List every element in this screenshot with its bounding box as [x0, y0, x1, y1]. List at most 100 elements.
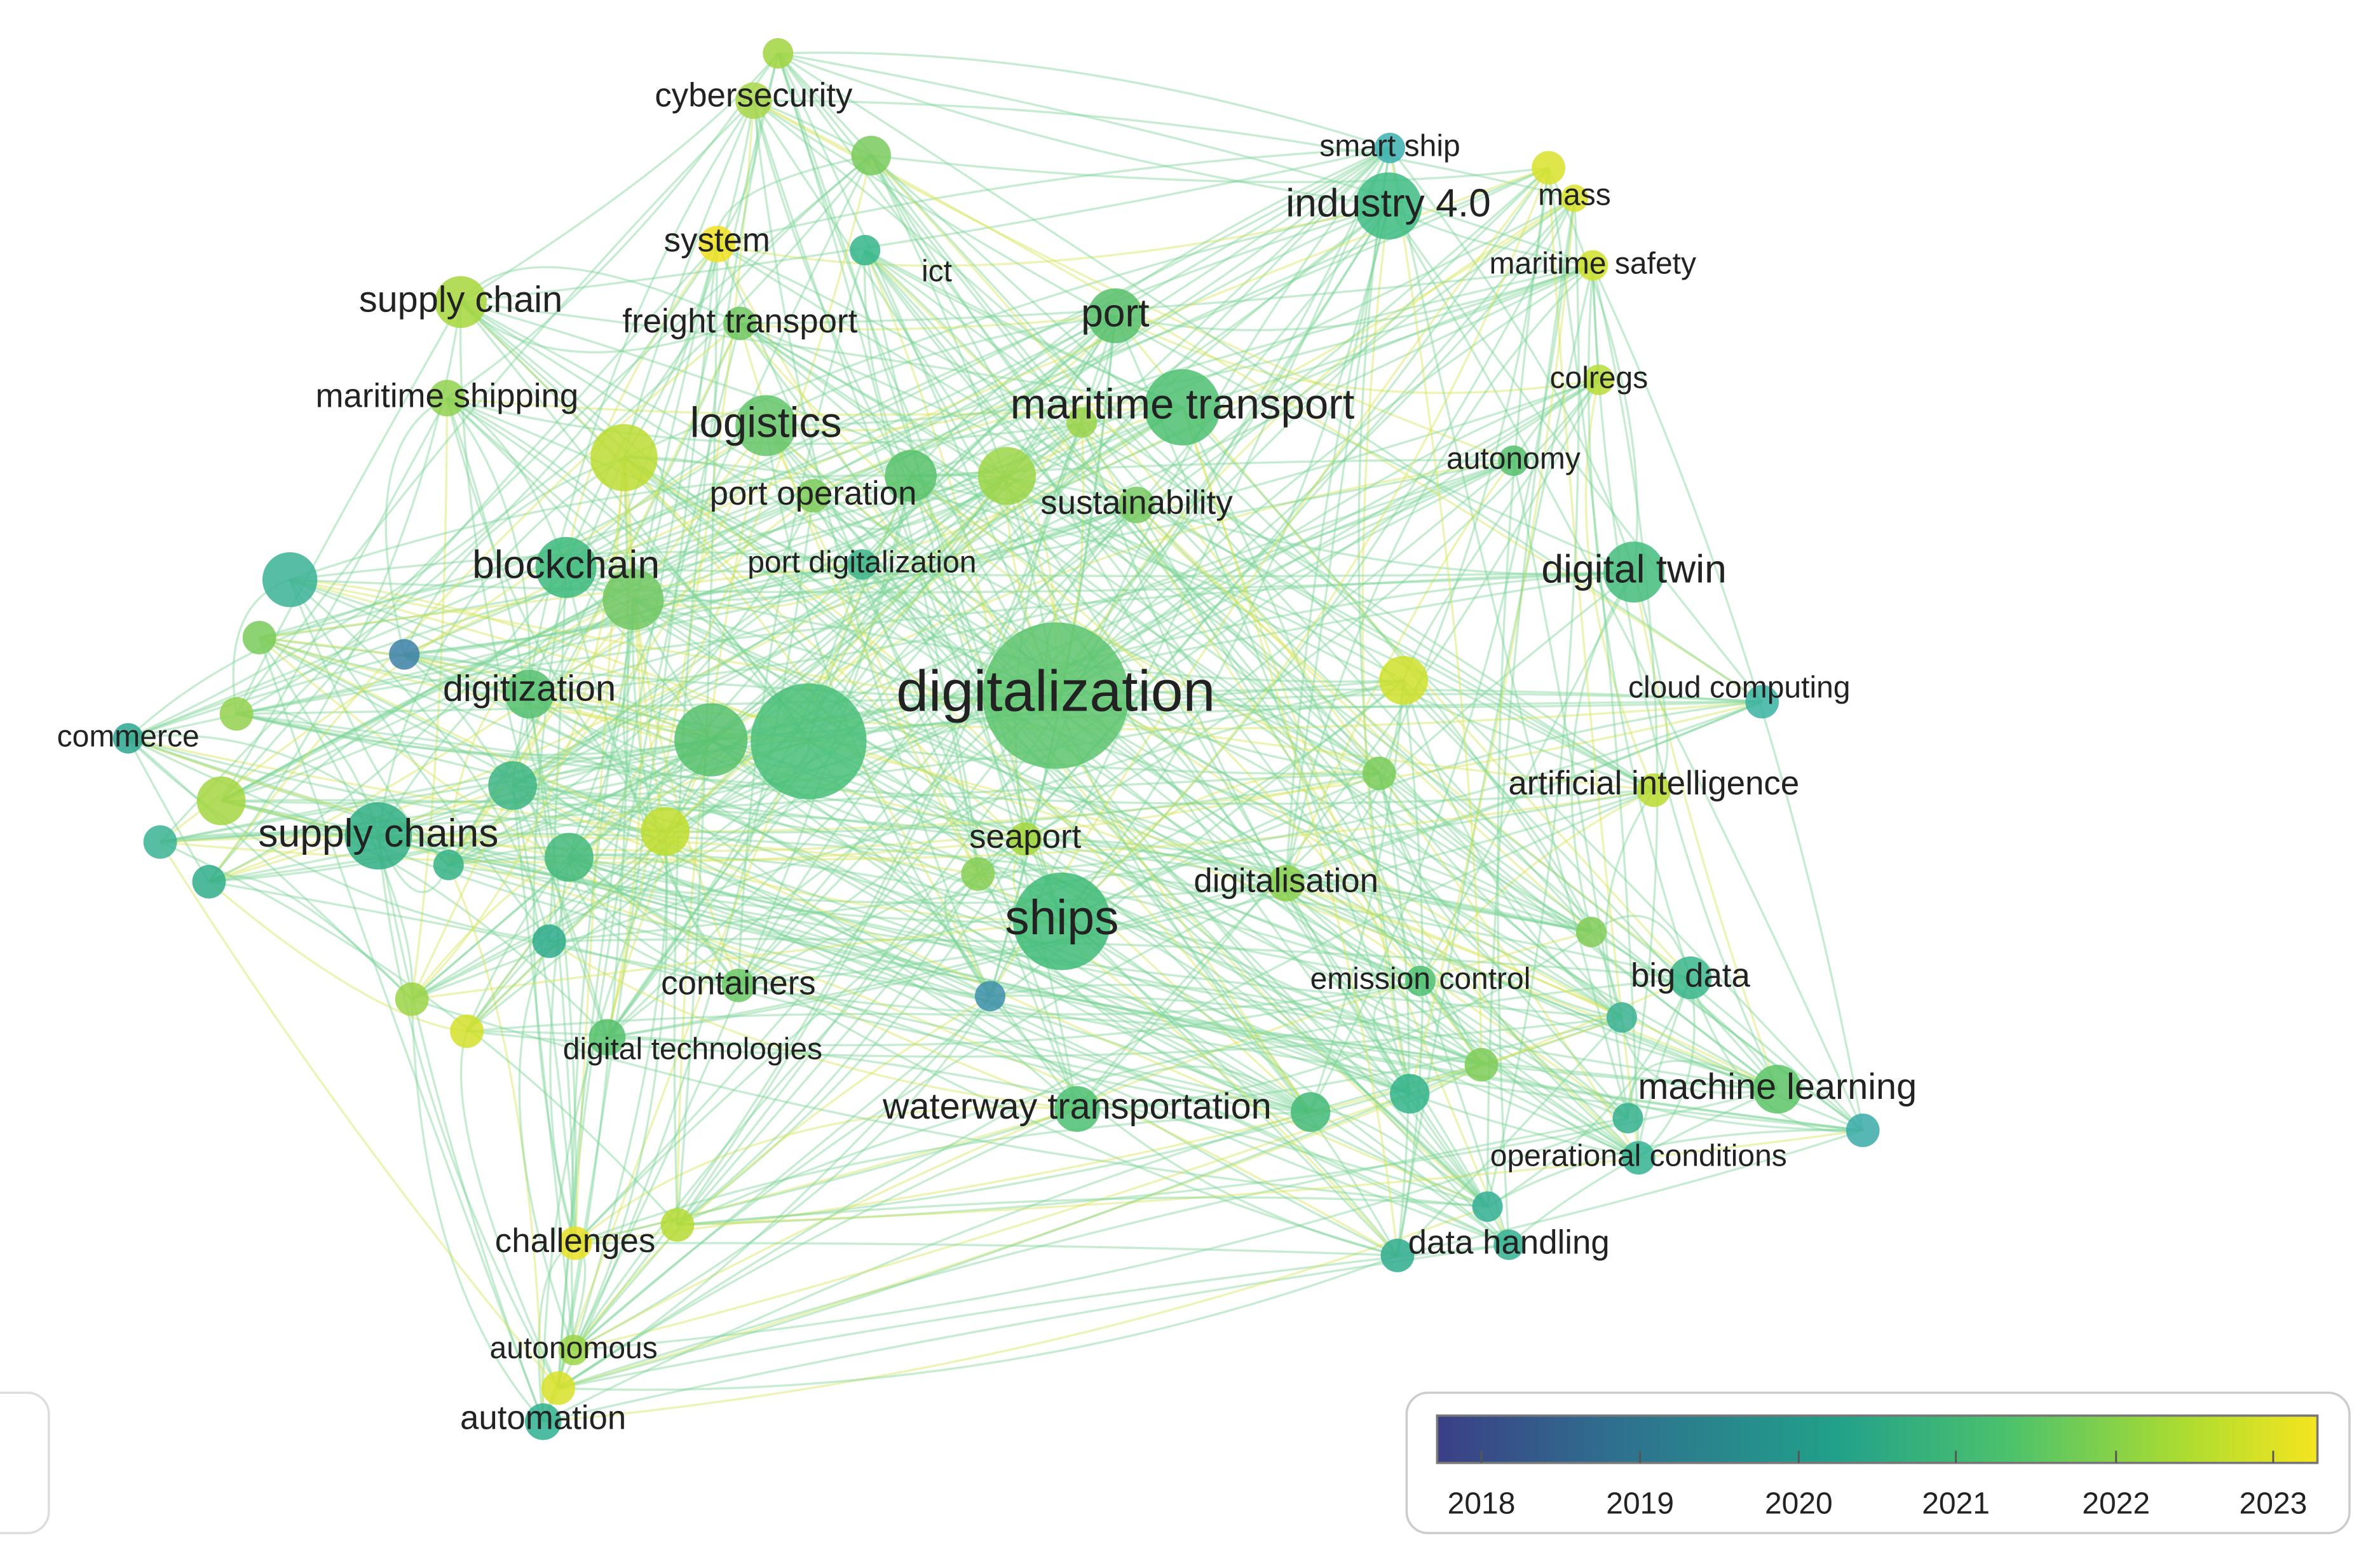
edge — [529, 693, 1421, 982]
edge — [1587, 265, 1692, 979]
edge — [1006, 475, 1654, 791]
node-circle — [1354, 172, 1422, 240]
nodes — [112, 38, 1880, 1440]
edge — [403, 456, 625, 655]
edge — [710, 739, 1311, 1113]
edge — [160, 831, 379, 843]
edge — [459, 301, 1312, 1113]
edge — [861, 563, 1488, 1208]
edge — [574, 1106, 1077, 1244]
edge — [289, 579, 550, 942]
edge — [127, 737, 991, 997]
edge — [548, 940, 1311, 1113]
edge — [575, 1108, 1078, 1244]
node-circle — [541, 1371, 576, 1405]
edge — [1389, 147, 1635, 573]
edge — [1055, 198, 1575, 697]
edge — [411, 323, 741, 1000]
legend-tick-label: 2018 — [1448, 1487, 1516, 1521]
node-circle — [450, 1014, 484, 1048]
edge — [1402, 679, 1622, 1019]
edge — [1061, 700, 1762, 923]
edge — [665, 772, 1380, 834]
edge — [1408, 198, 1576, 1094]
edge — [677, 1196, 1488, 1227]
edge — [289, 579, 449, 866]
edge — [573, 882, 1287, 1351]
edge — [623, 456, 1312, 1113]
edge — [1638, 977, 1696, 1159]
edge — [716, 243, 1078, 1110]
labels: cybersecurity smart ship industry 4.0 mass s… — [57, 77, 1917, 1437]
edge — [377, 494, 814, 837]
edge — [623, 456, 1421, 982]
edge — [378, 834, 1410, 1095]
edge — [1396, 1016, 1623, 1256]
edge — [568, 856, 1398, 1256]
edge — [558, 1117, 1628, 1389]
node-circle — [850, 235, 881, 266]
node-circle — [1118, 486, 1155, 524]
edge — [864, 249, 1488, 1208]
edge — [529, 693, 1488, 1208]
edge — [259, 636, 1312, 1113]
edge — [977, 700, 1763, 875]
edge — [259, 636, 991, 997]
edge — [606, 739, 712, 1038]
edge — [384, 397, 448, 655]
node-circle — [1380, 1238, 1415, 1272]
edge — [1181, 407, 1399, 1256]
node-circle — [1606, 1002, 1637, 1033]
edge — [777, 53, 1063, 922]
edge — [447, 598, 634, 865]
edge — [573, 831, 668, 1351]
edge — [258, 637, 1078, 1110]
edge — [1626, 1059, 1778, 1119]
edge — [1061, 167, 1550, 922]
edge — [466, 830, 666, 1032]
edge — [752, 100, 1779, 1090]
edge — [623, 456, 1629, 1119]
edge — [236, 694, 1056, 715]
edge — [753, 99, 1575, 200]
edge — [411, 398, 449, 1000]
edge — [565, 566, 1863, 1132]
edge — [258, 637, 545, 1422]
edge — [606, 695, 1057, 1038]
edge — [259, 406, 1183, 639]
edge — [160, 841, 679, 1226]
node-circle — [721, 969, 756, 1002]
edge — [528, 693, 576, 1244]
edge — [1419, 789, 1655, 982]
edge — [1605, 789, 1655, 1018]
edge — [1055, 695, 1592, 934]
edge — [565, 205, 1389, 569]
edge — [870, 154, 1864, 1131]
edge — [259, 636, 1509, 1246]
edge — [411, 475, 1008, 1000]
node-circle — [524, 1403, 562, 1440]
edge — [159, 841, 559, 1389]
edge — [160, 838, 1026, 864]
edge — [558, 1243, 1509, 1389]
edge — [447, 425, 767, 866]
edge — [623, 456, 1640, 1159]
edge — [445, 398, 666, 833]
legend-tick-label: 2022 — [2082, 1487, 2150, 1521]
edge — [236, 406, 1183, 715]
edge — [738, 322, 1510, 1246]
edge — [568, 856, 1311, 1113]
edge — [557, 1108, 1078, 1389]
edge — [1181, 407, 1510, 1246]
edge — [566, 566, 1635, 578]
edge — [1077, 1016, 1622, 1110]
edge — [466, 197, 1575, 1032]
edge — [1115, 315, 1600, 394]
edge — [1419, 980, 1639, 1159]
edge — [573, 1093, 1410, 1351]
edge — [1285, 882, 1629, 1119]
node-circle — [1144, 369, 1221, 446]
edge — [1591, 264, 1864, 1131]
edge — [1378, 773, 1640, 1159]
node-circle — [112, 723, 144, 754]
